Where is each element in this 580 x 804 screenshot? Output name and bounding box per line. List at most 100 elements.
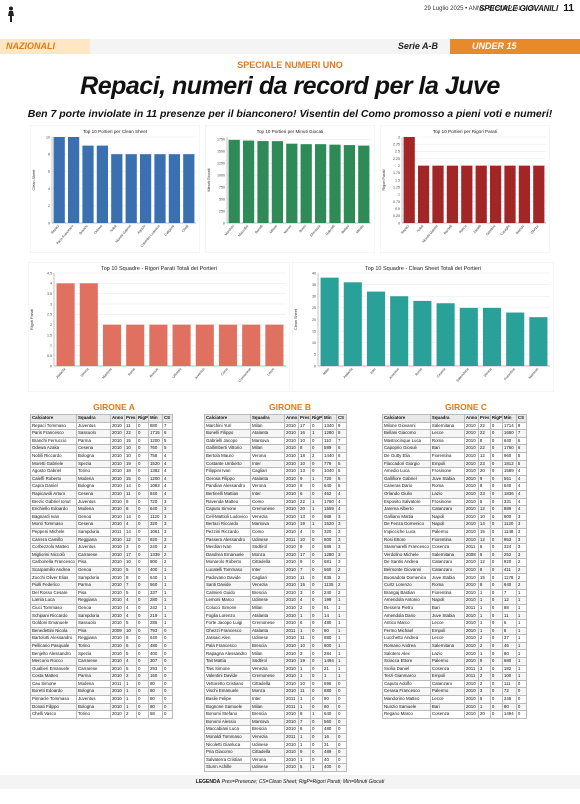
table-cell: 2010 (284, 497, 299, 507)
table-cell: 0 (489, 664, 503, 674)
table-cell: Bari (429, 702, 465, 712)
table-cell: Fiorentina (429, 588, 465, 598)
table-cell: 2010 (109, 710, 125, 719)
table-cell: 2010 (463, 634, 479, 643)
table-cell: Lucatelli Tommaso (204, 565, 251, 575)
table-row: Pinnacle Tommaso Juventus 2010 1 0 80 0 (30, 694, 173, 704)
table-cell: Rosi Ettore (382, 535, 431, 545)
table-cell: 5 (123, 649, 137, 658)
table-row: Esposito Salvatore Frosinone 2010 5 0 331 4 (382, 497, 527, 507)
table-cell: 19 (123, 459, 137, 469)
table-row: De Santis Andrea Catanzaro 2010 12 0 920 2 (382, 558, 527, 567)
y-tick-label: 0.25 (393, 214, 400, 218)
table-row: Cell-Mattioli Ludovico Venezia 2010 13 0 988 3 (204, 512, 347, 522)
table-cell: 8 (298, 482, 311, 491)
table-cell: Salernitana (429, 421, 465, 431)
table-cell: 22 (477, 421, 491, 431)
table-cell: 1 (477, 702, 491, 712)
table-cell: 3 (123, 543, 137, 552)
bar (518, 165, 531, 223)
table-cell: 0 (515, 710, 527, 719)
table-cell: Atalanta (250, 429, 285, 438)
table-cell: Palermo (429, 687, 465, 696)
table-cell: 2010 (463, 474, 479, 484)
table-cell: 18 (123, 467, 137, 476)
table-cell: 0 (489, 558, 503, 567)
table-cell: Sicilia Daniel (382, 664, 431, 674)
table-cell: 1 (123, 702, 137, 712)
table-row: Agosto Gabriel Torino 2010 18 0 1382 4 (30, 467, 173, 476)
bar (413, 300, 432, 366)
table-row: Benedettini Nicola Pisa 2009 10 0 793 0 (30, 626, 173, 636)
table-cell: Pisa (75, 626, 111, 636)
table-cell: 46 (501, 641, 517, 651)
x-tick-label: Ghezzi (530, 224, 540, 235)
table-cell: 5 (515, 459, 527, 469)
table-cell: 0 (135, 664, 149, 674)
table-cell: 1 (336, 657, 347, 666)
table-cell: 1 (336, 619, 347, 628)
table-cell: Juve Stabia (429, 474, 465, 484)
table-cell: Agosto Gabriel (30, 467, 77, 476)
bar (139, 154, 152, 223)
table-cell: 0 (489, 634, 503, 643)
table-cell: Mandorino Matteo (382, 694, 431, 704)
table-cell: 0 (489, 619, 503, 628)
table-row: Nunzio Samuele Bari 2010 1 0 80 0 (382, 702, 527, 712)
table-cell: 2010 (284, 512, 299, 522)
table-cell: 4 (161, 489, 173, 499)
table-cell: 2010 (109, 641, 125, 651)
table-row: Sturm Achille Udinese 2010 5 1 400 0 (204, 763, 347, 772)
table-cell: Palermo (429, 527, 465, 537)
table-cell: 0 (310, 748, 323, 757)
table-cell: Carrarese (75, 550, 111, 560)
table-cell: 72 (501, 687, 517, 696)
table-cell: Antico Marco (382, 619, 431, 628)
table-cell: Reggiana (75, 535, 111, 545)
table-cell: Inter (250, 489, 285, 499)
table-cell: Catanzaro (429, 679, 465, 689)
table-cell: 0 (310, 596, 323, 605)
column-header: Pres (477, 414, 491, 423)
bar (53, 137, 65, 223)
table-row: Belmonte Giovanni Catanzaro 2010 8 0 411 2 (382, 565, 527, 575)
table-cell: 2010 (109, 459, 125, 469)
bar (489, 165, 502, 223)
table-cell: 4 (161, 467, 173, 476)
table-cell: 0 (489, 702, 503, 712)
table-cell: Donati Filippo (30, 702, 77, 712)
table-cell: 2010 (463, 687, 479, 696)
y-tick-label: 4 (48, 187, 50, 191)
table-cell: 681 (322, 558, 337, 567)
table-cell: Paris Francesco (30, 429, 77, 438)
table-cell: 3 (336, 520, 347, 529)
table-cell: Udinese (250, 634, 285, 643)
table-cell: 2010 (284, 649, 299, 658)
table-row: Amendola Antonio Napoli 2010 1 0 12 1 (382, 596, 527, 605)
table-cell: 12 (123, 535, 137, 545)
table-cell: Ravenda Matteo (204, 497, 251, 507)
table-cell: 0 (135, 550, 149, 560)
table-cell: 1 (310, 710, 323, 719)
table-cell: Monaldi Tommaso (204, 732, 251, 742)
x-tick-label: Inter (369, 366, 377, 374)
table-row: Regano Marco Cosenza 2010 20 0 1494 0 (382, 710, 527, 719)
table-cell: 2010 (284, 740, 299, 750)
y-tick-label: 0 (314, 364, 316, 368)
table-cell: Empoli (429, 459, 465, 469)
table-cell: 3 (515, 520, 527, 529)
table-row: Cau Simone Modena 2011 1 0 80 0 (30, 679, 173, 689)
table-row: Milone Giovanni Salernitana 2010 22 0 1714 8 (382, 421, 527, 431)
table-cell: 337 (147, 588, 163, 598)
table-cell: Parma (75, 581, 111, 590)
y-axis-label: Clean Sheet (32, 169, 36, 191)
table-cell: Juve Stabia (429, 573, 465, 583)
table-cell: 0 (489, 451, 503, 461)
table-cell: Lazio (429, 649, 465, 658)
table-cell: 3 (515, 543, 527, 552)
girone-a-title: GIRONE A (93, 402, 135, 412)
column-header: RigP (310, 414, 323, 423)
table-cell: Milan (250, 702, 285, 712)
table-cell: Sampdoria (75, 573, 111, 583)
table-cell: Cosenza (429, 664, 465, 674)
